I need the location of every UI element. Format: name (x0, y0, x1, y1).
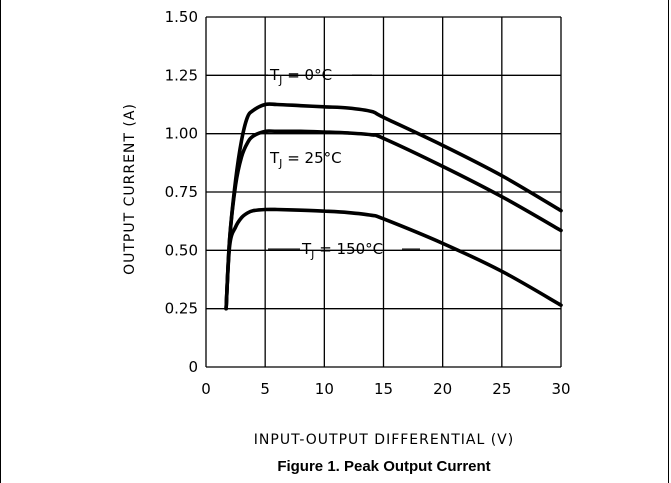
curve-tj-0 (224, 102, 563, 311)
annotation-25-rest: = 25°C (282, 149, 341, 167)
x-tick-label-2: 10 (315, 380, 334, 398)
curve-annotations: TJ = 0°C TJ = 25°C TJ = 150°C (250, 66, 420, 261)
x-tick-labels: 0 5 10 15 20 25 30 (201, 380, 570, 398)
x-axis-label: INPUT-OUTPUT DIFFERENTIAL (V) (254, 432, 514, 448)
annotation-25-main: T (269, 149, 280, 167)
annotation-25-sub: J (278, 157, 282, 170)
annotation-25: TJ = 25°C (269, 149, 342, 170)
x-tick-label-3: 15 (374, 380, 393, 398)
y-tick-label-1: 0.25 (165, 300, 198, 318)
annotation-0-rest: = 0°C (282, 66, 332, 84)
x-tick-label-5: 25 (492, 380, 511, 398)
x-tick-label-6: 30 (551, 380, 570, 398)
y-tick-label-6: 1.50 (165, 8, 198, 26)
annotation-0-main: T (269, 66, 280, 84)
y-tick-label-5: 1.25 (165, 66, 198, 84)
x-tick-label-0: 0 (201, 380, 211, 398)
y-tick-label-0: 0 (188, 358, 198, 376)
y-tick-label-4: 1.00 (165, 125, 198, 143)
y-tick-label-2: 0.50 (165, 241, 198, 259)
annotation-0-sub: J (278, 74, 282, 87)
x-tick-label-1: 5 (260, 380, 270, 398)
curve-tj-25 (224, 129, 563, 311)
annotation-150-main: T (301, 240, 312, 258)
y-axis-label: OUTPUT CURRENT (A) (122, 103, 138, 275)
y-tick-label-3: 0.75 (165, 183, 198, 201)
x-tick-label-4: 20 (433, 380, 452, 398)
annotation-150-rest: = 150°C (314, 240, 383, 258)
annotation-0: TJ = 0°C (269, 66, 332, 87)
y-tick-labels: 0 0.25 0.50 0.75 1.00 1.25 1.50 (165, 8, 198, 376)
curve-tj-150 (224, 207, 563, 311)
grid-lines (205, 16, 562, 368)
figure-caption: Figure 1. Peak Output Current (277, 458, 490, 475)
annotation-150-sub: J (310, 248, 314, 261)
data-curves (224, 102, 563, 311)
annotation-150: TJ = 150°C (301, 240, 383, 261)
